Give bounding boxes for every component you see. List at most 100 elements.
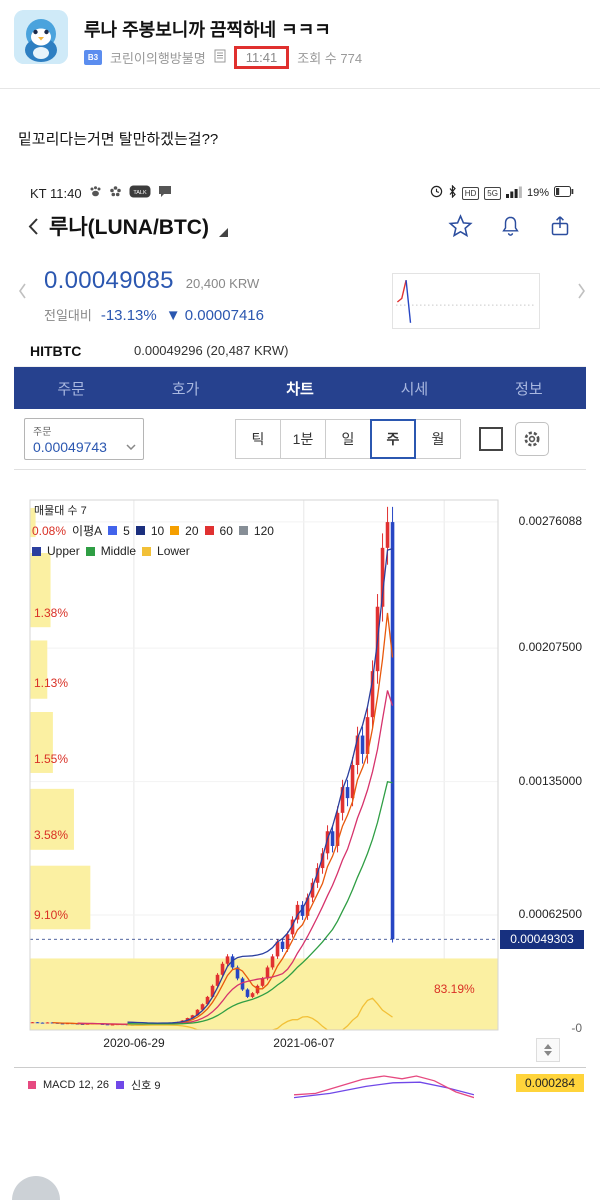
signal-icon [505,186,522,201]
pair-title[interactable]: 루나(LUNA/BTC) [49,216,209,239]
candlestick-chart[interactable] [14,470,586,1068]
ma120-color-swatch [238,526,248,535]
penguin-avatar-image [14,10,68,64]
interval-1min[interactable]: 1분 [280,419,326,459]
y-axis-zero-label: -0 [571,1021,582,1035]
trading-app-screenshot: KT 11:40 TALK HD 5G 19% 루나(LUNA/BTC) [14,175,586,1101]
macd-pane: MACD 12, 26 신호 9 0.000284 [14,1067,586,1101]
post-time: 11:41 [233,46,290,69]
prev-pair-button[interactable] [18,283,27,302]
vp-percent-3: 1.55% [34,752,69,766]
share-button[interactable] [548,214,572,238]
ma5-color-swatch [108,526,118,535]
document-icon [214,49,226,66]
share-icon [551,216,569,236]
sparkline-chart [396,280,536,323]
tab-info[interactable]: 정보 [472,367,586,409]
status-bar: KT 11:40 TALK HD 5G 19% [14,175,586,205]
battery-icon [554,186,574,200]
view-count: 조회 수 774 [297,51,363,66]
post-author[interactable]: 코린이의행방불명 [110,51,206,66]
vp-percent-0: 0.08% [32,523,67,538]
next-pair-button[interactable] [577,283,586,302]
chevron-left-icon [19,283,26,299]
change-absolute: ▼ 0.00007416 [165,307,264,324]
vp-percent-4: 3.58% [34,828,69,842]
flower-icon [109,185,122,201]
interval-month[interactable]: 월 [415,419,461,459]
alert-button[interactable] [499,214,522,238]
fullscreen-icon[interactable] [479,427,503,451]
star-icon [448,214,473,238]
change-percent: -13.13% [100,307,157,324]
middle-band-swatch [85,546,95,556]
ma-legend-title: 이평A [72,524,103,538]
chart-toolbar: 주문 0.00049743 틱 1분 일 주 월 [14,409,586,469]
upper-band-swatch [32,546,41,556]
x-axis-label-1: 2021-06-07 [273,1036,335,1050]
chat-icon [158,185,172,201]
bollinger-legend: Upper Middle Lower [32,544,190,558]
pane-resize-handle[interactable] [536,1038,560,1062]
exchange-row: HITBTC 0.00049296 (20,487 KRW) [14,335,586,367]
ma20-color-swatch [170,526,180,535]
y-axis-label-0: 0.00276088 [518,514,582,528]
avatar[interactable] [12,1176,60,1200]
tab-orderbook[interactable]: 호가 [128,367,242,409]
paw-icon [89,185,102,201]
y-axis-label-3: 0.00062500 [518,907,582,921]
macd-value-tag: 0.000284 [515,1074,584,1092]
triangle-up-icon [544,1044,552,1049]
kakaotalk-icon: TALK [129,185,151,201]
interval-day[interactable]: 일 [325,419,371,459]
chart-area: 매물대 수 7 0.08% 이평A 5 10 20 60 120 Upper M… [14,469,586,1067]
interval-tick[interactable]: 틱 [235,419,281,459]
interval-week[interactable]: 주 [370,419,416,459]
order-dropdown-label: 주문 [33,427,52,438]
y-axis-label-2: 0.00135000 [518,774,582,788]
ma10-color-swatch [135,526,145,535]
post-meta: B3 코린이의행방불명 11:41 조회 수 774 [84,46,362,69]
chevron-down-icon [126,438,136,453]
mini-sparkline[interactable] [392,273,540,329]
title-caret-icon [218,227,228,237]
avatar[interactable] [14,10,68,64]
vp-percent-6: 83.19% [434,982,475,996]
settings-button[interactable] [515,422,549,456]
order-dropdown-value: 0.00049743 [33,439,107,455]
macd-color-swatch [28,1080,36,1089]
chevron-left-icon [28,217,38,235]
hd-badge: HD [461,186,480,200]
exchange-price: 0.00049296 (20,487 KRW) [134,343,289,358]
chevron-right-icon [578,283,585,299]
app-nav-bar: 루나(LUNA/BTC) [14,205,586,247]
triangle-down-icon [544,1051,552,1056]
order-price-dropdown[interactable]: 주문 0.00049743 [24,418,144,460]
macd-chart [294,1075,474,1099]
vp-percent-5: 9.10% [34,908,69,922]
price-krw: 20,400 KRW [185,276,260,291]
main-tab-bar: 주문 호가 차트 시세 정보 [14,367,586,409]
macd-signal-label: 신호 9 [131,1079,161,1092]
macd-signal-swatch [116,1080,125,1089]
volume-profile-title: 매물대 수 7 [34,505,87,517]
carrier-time: KT 11:40 [30,185,82,201]
tab-order[interactable]: 주문 [14,367,128,409]
x-axis-label-0: 2020-06-29 [103,1036,165,1050]
favorite-button[interactable] [448,214,473,238]
tab-quotes[interactable]: 시세 [357,367,471,409]
alarm-icon [430,185,443,201]
post-title: 루나 주봉보니까 끔찍하네 ㅋㅋㅋ [84,20,331,40]
bluetooth-icon [448,184,457,201]
user-level-badge: B3 [84,50,102,65]
bell-icon [502,216,519,236]
back-button[interactable] [28,217,39,236]
ma60-color-swatch [204,526,214,535]
lower-band-swatch [142,546,152,556]
price-header: 0.00049085 20,400 KRW 전일대비 -13.13% ▼ 0.0… [14,247,586,335]
ma-legend: 0.08% 이평A 5 10 20 60 120 [32,523,274,539]
post-body-text: 밑꼬리다는거면 탈만하겠는걸?? [18,131,219,148]
interval-group: 틱 1분 일 주 월 [235,419,461,459]
tab-chart[interactable]: 차트 [243,367,357,409]
svg-text:TALK: TALK [133,190,147,196]
